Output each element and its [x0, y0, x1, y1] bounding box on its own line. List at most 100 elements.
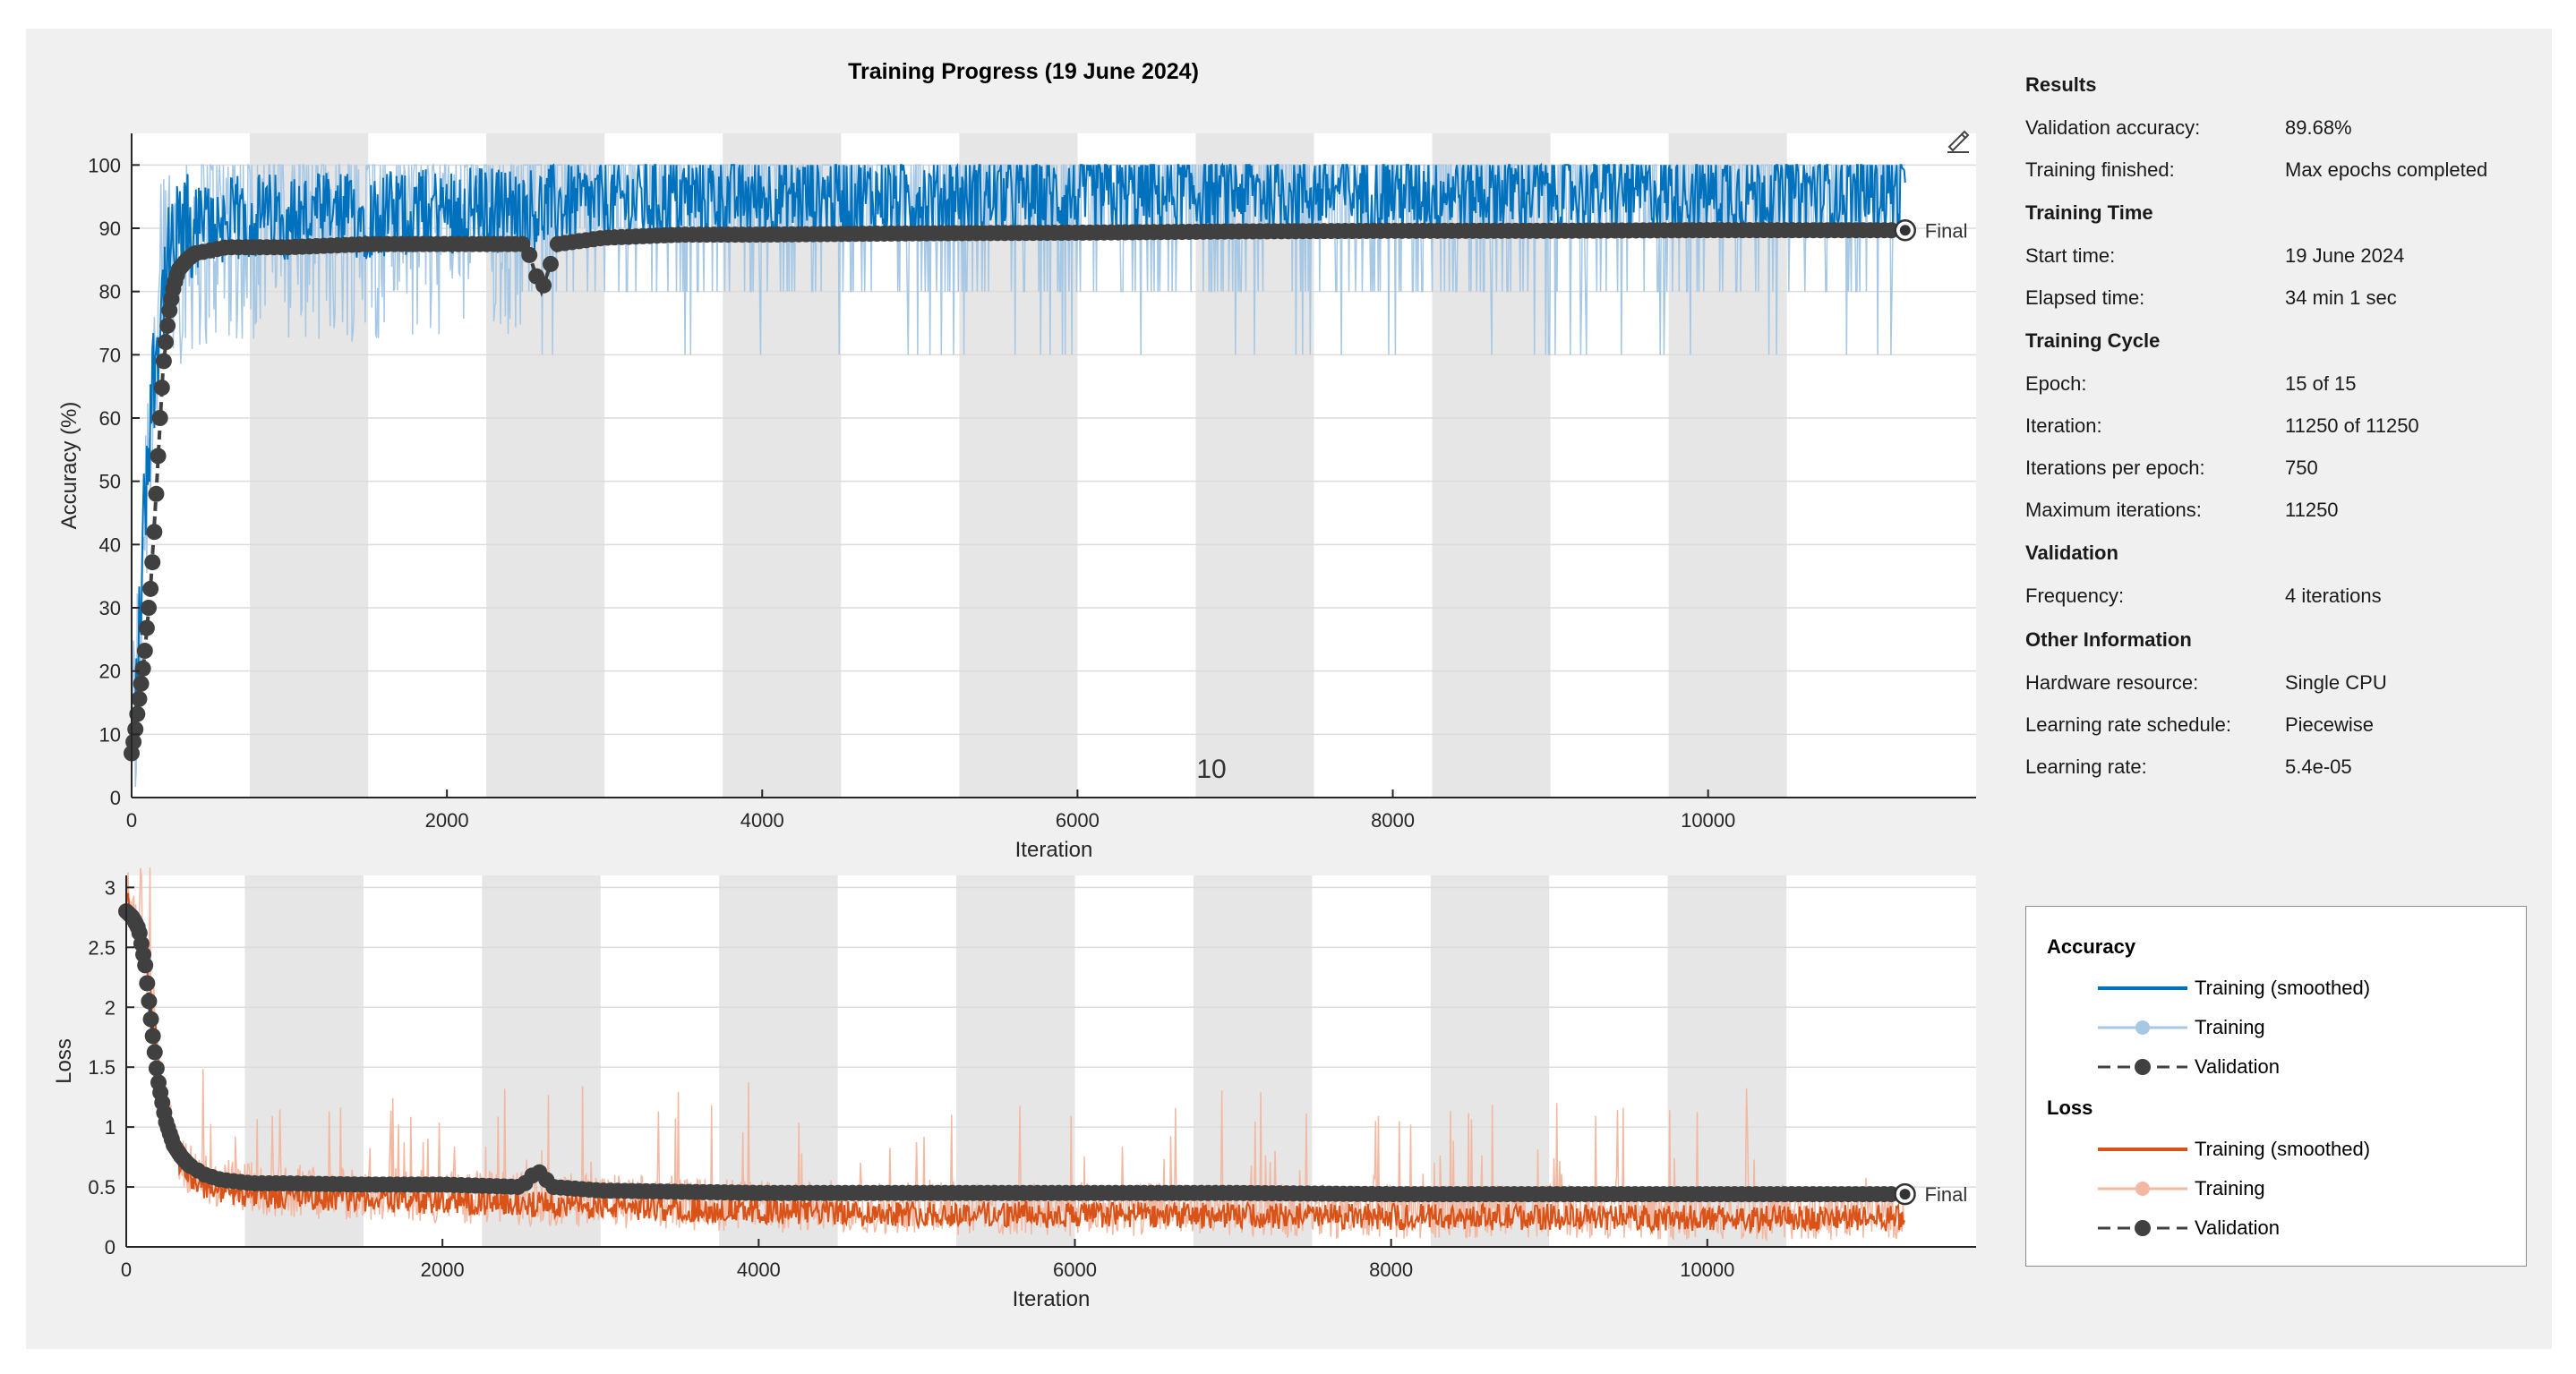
validation-point [158, 334, 175, 351]
validation-point [146, 524, 163, 541]
training-cycle-heading: Training Cycle [2025, 329, 2161, 352]
legend-swatch [2098, 1148, 2187, 1151]
y-tick-label: 1 [105, 1116, 116, 1139]
validation-point [150, 448, 167, 465]
frequency-value: 4 iterations [2285, 585, 2382, 607]
y-tick-label: 0.5 [88, 1176, 116, 1199]
epoch-label: Epoch: [2025, 372, 2087, 395]
final-marker-dot [1899, 225, 1911, 236]
legend-label: Training [2195, 1177, 2265, 1199]
validation-point [141, 600, 158, 616]
legend-swatch [2098, 986, 2187, 990]
y-tick-label: 40 [99, 533, 121, 556]
validation-accuracy-value: 89.68% [2285, 116, 2352, 139]
y-axis-label: Accuracy (%) [57, 402, 81, 530]
validation-point [125, 733, 142, 750]
start-time-value: 19 June 2024 [2285, 244, 2405, 267]
x-tick-label: 0 [126, 809, 137, 832]
other-info-heading: Other Information [2025, 628, 2192, 651]
x-tick-label: 0 [121, 1259, 132, 1281]
chart-title: Training Progress (19 June 2024) [848, 59, 1199, 84]
legend-label: Training (smoothed) [2195, 1138, 2371, 1160]
legend-loss-heading: Loss [2047, 1097, 2093, 1119]
y-tick-label: 70 [99, 344, 121, 366]
elapsed-time-label: Elapsed time: [2025, 286, 2145, 309]
max-iterations-value: 11250 [2285, 499, 2339, 521]
validation-point [134, 660, 151, 677]
legend-loss-validation[interactable]: Validation [2026, 1215, 2526, 1242]
legend-accuracy-training[interactable]: Training [2026, 1014, 2526, 1041]
x-tick-label: 4000 [737, 1259, 781, 1281]
iteration-value: 11250 of 11250 [2285, 414, 2419, 437]
x-tick-label: 8000 [1371, 809, 1415, 832]
iterations-per-epoch-value: 750 [2285, 457, 2318, 479]
legend: Accuracy Training (smoothed) Training Va… [2025, 906, 2527, 1267]
frequency-label: Frequency: [2025, 585, 2125, 607]
y-tick-label: 90 [99, 218, 121, 240]
legend-swatch [2098, 1020, 2187, 1035]
validation-point [151, 410, 168, 426]
x-tick-label: 10000 [1681, 809, 1735, 832]
training-time-heading: Training Time [2025, 201, 2153, 224]
y-tick-label: 100 [88, 154, 121, 176]
iterations-per-epoch-label: Iterations per epoch: [2025, 457, 2205, 479]
final-label: Final [1925, 219, 1968, 242]
y-tick-label: 1.5 [88, 1056, 116, 1079]
x-tick-label: 8000 [1369, 1259, 1413, 1281]
lr-schedule-value: Piecewise [2285, 713, 2375, 736]
validation-point [155, 353, 172, 370]
legend-loss-training[interactable]: Training [2026, 1175, 2526, 1202]
validation-point [535, 277, 552, 294]
brush-icon[interactable] [1944, 125, 1973, 154]
hardware-label: Hardware resource: [2025, 671, 2199, 694]
validation-point [142, 580, 159, 597]
x-tick-label: 6000 [1056, 809, 1100, 832]
training-finished-label: Training finished: [2025, 158, 2175, 181]
accuracy-chart: Final 0 10 20 30 40 50 60 70 80 90 100 0 2000 4000 6000… [57, 133, 1976, 862]
validation-point [133, 675, 150, 692]
y-tick-label: 3 [105, 876, 116, 899]
validation-point [148, 1060, 165, 1077]
y-tick-label: 60 [99, 407, 121, 430]
learning-rate-label: Learning rate: [2025, 755, 2147, 778]
validation-point [136, 643, 153, 660]
legend-accuracy-smoothed[interactable]: Training (smoothed) [2026, 975, 2526, 1002]
final-label: Final [1925, 1183, 1968, 1206]
validation-point [131, 690, 148, 707]
epoch-marker-label: 10 [1196, 755, 1226, 784]
validation-point [138, 619, 155, 636]
x-tick-label: 2000 [425, 809, 469, 832]
hardware-value: Single CPU [2285, 671, 2387, 694]
x-tick-label: 4000 [740, 809, 784, 832]
legend-accuracy-validation[interactable]: Validation [2026, 1054, 2526, 1080]
epoch-value: 15 of 15 [2285, 372, 2357, 395]
validation-point [129, 705, 146, 722]
y-tick-label: 0 [105, 1236, 116, 1259]
loss-chart: Final 0 0.5 1 1.5 2 2.5 3 0 2000 4000 6000 8000 10000… [52, 866, 1976, 1311]
x-tick-label: 10000 [1680, 1259, 1734, 1281]
x-tick-label: 2000 [421, 1259, 465, 1281]
epoch-band [1193, 875, 1313, 1247]
legend-accuracy-heading: Accuracy [2047, 935, 2136, 958]
validation-point [142, 1011, 159, 1028]
legend-swatch [2098, 1059, 2187, 1075]
validation-point [139, 975, 156, 992]
max-iterations-label: Maximum iterations: [2025, 499, 2202, 521]
legend-swatch [2098, 1220, 2187, 1236]
y-axis-label: Loss [52, 1038, 76, 1084]
y-tick-label: 20 [99, 661, 121, 683]
legend-loss-smoothed[interactable]: Training (smoothed) [2026, 1136, 2526, 1163]
validation-heading: Validation [2025, 542, 2118, 564]
x-axis-label: Iteration [1013, 1287, 1091, 1311]
legend-label: Training [2195, 1016, 2265, 1038]
start-time-label: Start time: [2025, 244, 2116, 267]
epoch-band [1667, 875, 1787, 1247]
validation-accuracy-label: Validation accuracy: [2025, 116, 2201, 139]
y-tick-label: 30 [99, 597, 121, 619]
iteration-label: Iteration: [2025, 414, 2102, 437]
lr-schedule-label: Learning rate schedule: [2025, 713, 2231, 736]
legend-swatch [2098, 1182, 2187, 1196]
y-tick-label: 2.5 [88, 936, 116, 959]
training-finished-value: Max epochs completed [2285, 158, 2488, 181]
